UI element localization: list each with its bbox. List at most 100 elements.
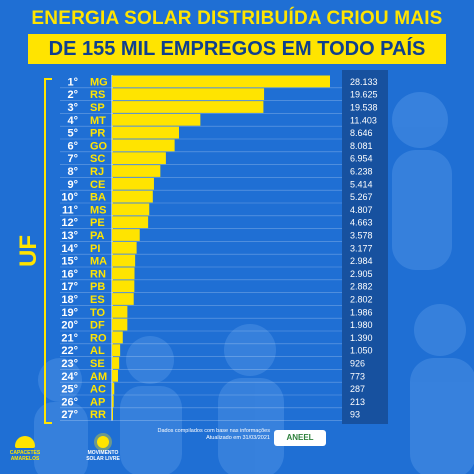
category-label: AC — [90, 384, 106, 396]
category-label: TO — [90, 307, 106, 319]
bar — [112, 318, 128, 331]
chart-title-line2: DE 155 MIL EMPREGOS EM TODO PAÍS — [28, 34, 446, 64]
category-label: DF — [90, 320, 105, 332]
value-label: 11.403 — [350, 115, 377, 125]
value-label: 1.050 — [350, 346, 373, 356]
value-label: 1.980 — [350, 320, 373, 330]
bar — [112, 126, 179, 139]
rank-label: 7° — [67, 153, 78, 165]
logo-right-text: MOVIMENTO SOLAR LIVRE — [86, 450, 120, 462]
category-label: PR — [90, 128, 105, 140]
capacetes-amarelos-logo: CAPACETES AMARELOS — [4, 436, 46, 470]
rank-label: 20° — [61, 320, 78, 332]
value-label: 4.663 — [350, 218, 373, 228]
bar — [112, 113, 201, 126]
bar — [112, 165, 161, 177]
rank-label: 17° — [61, 281, 78, 293]
value-label: 28.133 — [350, 77, 378, 87]
category-label: RS — [90, 89, 105, 101]
bar — [112, 229, 140, 241]
category-label: CE — [90, 179, 105, 191]
value-label: 5.267 — [350, 192, 373, 202]
bar — [112, 177, 154, 190]
category-label: RR — [90, 409, 106, 421]
bar — [112, 382, 115, 395]
bar — [112, 241, 137, 254]
bar — [112, 101, 264, 113]
bar — [112, 344, 121, 357]
category-label: MG — [90, 76, 108, 88]
rank-label: 24° — [61, 371, 78, 383]
rank-label: 22° — [61, 345, 78, 357]
rank-label: 6° — [67, 140, 78, 152]
value-label: 6.238 — [350, 167, 373, 177]
category-label: SP — [90, 102, 105, 114]
rank-label: 11° — [62, 204, 78, 216]
footer-note-line2: Atualizado em 31/03/2021 — [206, 435, 270, 441]
bar — [112, 216, 149, 229]
footer-note-line1: Dados compilados com base nas informaçõe… — [157, 428, 270, 434]
rank-label: 21° — [61, 332, 78, 344]
chart-title-line1: ENERGIA SOLAR DISTRIBUÍDA CRIOU MAIS — [31, 8, 443, 29]
category-label: SE — [90, 358, 105, 370]
bar — [112, 395, 114, 408]
category-label: MT — [90, 115, 106, 127]
movimento-solar-logo: MOVIMENTO SOLAR LIVRE — [82, 436, 124, 470]
value-label: 926 — [350, 359, 365, 369]
rank-label: 16° — [61, 268, 78, 280]
bar — [112, 408, 113, 421]
category-label: AP — [90, 396, 105, 408]
category-label: RJ — [90, 166, 104, 178]
value-label: 2.802 — [350, 295, 373, 305]
value-label: 19.625 — [350, 90, 378, 100]
rank-label: 19° — [61, 307, 78, 319]
rank-label: 2° — [67, 89, 78, 101]
rank-label: 3° — [67, 102, 78, 114]
category-label: ES — [90, 294, 105, 306]
bar — [112, 267, 135, 280]
rank-label: 8° — [67, 166, 78, 178]
bar — [112, 280, 135, 293]
rank-label: 15° — [61, 256, 78, 268]
value-label: 1.986 — [350, 307, 373, 317]
bar — [112, 75, 330, 88]
value-label: 3.177 — [350, 243, 373, 253]
rank-label: 12° — [61, 217, 78, 229]
value-label: 93 — [350, 410, 360, 420]
value-label: 773 — [350, 371, 365, 381]
rank-label: 26° — [61, 396, 78, 408]
category-label: AL — [90, 345, 105, 357]
rank-label: 27° — [61, 409, 78, 421]
logo-left-text: CAPACETES AMARELOS — [9, 450, 41, 462]
value-label: 4.807 — [350, 205, 373, 215]
bar — [112, 331, 123, 344]
rank-label: 25° — [61, 384, 78, 396]
value-label: 5.414 — [350, 179, 373, 189]
bar — [112, 88, 265, 101]
uf-bracket — [44, 78, 52, 424]
bar — [112, 152, 166, 165]
category-label: PB — [90, 281, 105, 293]
value-label: 8.081 — [350, 141, 373, 151]
value-label: 213 — [350, 397, 365, 407]
helmet-icon — [15, 436, 35, 448]
value-label: 3.578 — [350, 231, 373, 241]
footer-note: Dados compilados com base nas informaçõe… — [110, 428, 270, 442]
category-label: PI — [90, 243, 100, 255]
bar — [112, 293, 134, 305]
category-label: MS — [90, 204, 107, 216]
aneel-logo: ANEEL — [274, 430, 326, 446]
category-label: GO — [90, 140, 108, 152]
value-label: 287 — [350, 384, 365, 394]
rank-label: 1° — [67, 76, 78, 88]
rank-label: 5° — [67, 128, 78, 140]
category-label: PA — [90, 230, 105, 242]
value-label: 1.390 — [350, 333, 373, 343]
bar — [112, 254, 136, 267]
rank-label: 9° — [67, 179, 78, 191]
value-panel — [342, 70, 388, 424]
category-label: RN — [90, 268, 106, 280]
rank-label: 10° — [61, 192, 78, 204]
category-label: SC — [90, 153, 105, 165]
